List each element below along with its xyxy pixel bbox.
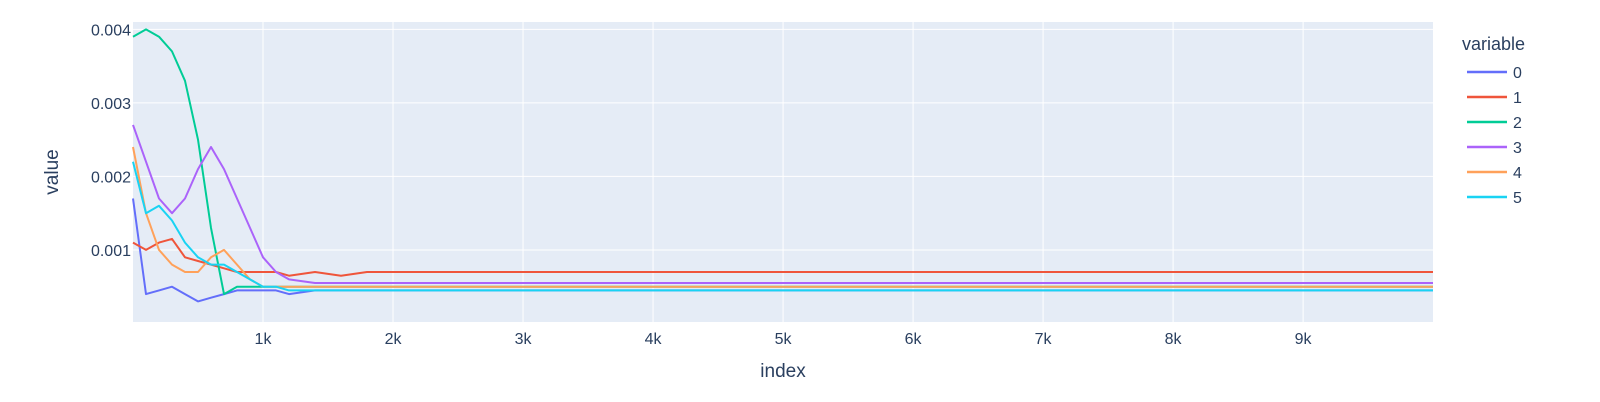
x-tick-label: 8k <box>1165 331 1183 348</box>
legend-item-0[interactable]: 0 <box>1467 65 1522 82</box>
x-tick-label: 2k <box>385 331 403 348</box>
y-axis-title: value <box>42 149 63 194</box>
series-line-3 <box>132 124 1433 284</box>
x-axis-title: index <box>760 361 806 382</box>
series-line-1 <box>132 237 1433 277</box>
legend-label: 1 <box>1513 90 1522 107</box>
legend-title: variable <box>1462 34 1525 54</box>
y-tick-label: 0.001 <box>91 243 131 260</box>
x-tick-label: 9k <box>1295 331 1313 348</box>
x-tick-label: 7k <box>1035 331 1053 348</box>
x-tick-label: 1k <box>255 331 273 348</box>
y-tick-label: 0.003 <box>91 96 131 113</box>
y-tick-label: 0.004 <box>91 22 131 39</box>
legend-label: 3 <box>1513 140 1522 157</box>
x-tick-label: 5k <box>775 331 793 348</box>
y-tick-labels: 0.001 0.002 0.003 0.004 <box>91 22 131 260</box>
x-tick-label: 4k <box>645 331 663 348</box>
legend-item-1[interactable]: 1 <box>1467 90 1522 107</box>
series-lines <box>132 28 1433 303</box>
legend-item-5[interactable]: 5 <box>1467 190 1522 207</box>
legend-item-2[interactable]: 2 <box>1467 115 1522 132</box>
x-tick-label: 6k <box>905 331 923 348</box>
legend-label: 2 <box>1513 115 1522 132</box>
legend[interactable]: 0 1 2 3 4 5 <box>1467 65 1522 207</box>
x-tick-labels: 1k 2k 3k 4k 5k 6k 7k 8k 9k <box>255 331 1313 348</box>
legend-label: 5 <box>1513 190 1522 207</box>
legend-item-3[interactable]: 3 <box>1467 140 1522 157</box>
legend-label: 0 <box>1513 65 1522 82</box>
y-tick-label: 0.002 <box>91 169 131 186</box>
series-line-5 <box>132 161 1433 292</box>
y-gridlines <box>133 28 1433 251</box>
legend-item-4[interactable]: 4 <box>1467 165 1522 182</box>
x-tick-label: 3k <box>515 331 533 348</box>
series-line-4 <box>132 146 1433 288</box>
legend-label: 4 <box>1513 165 1522 182</box>
